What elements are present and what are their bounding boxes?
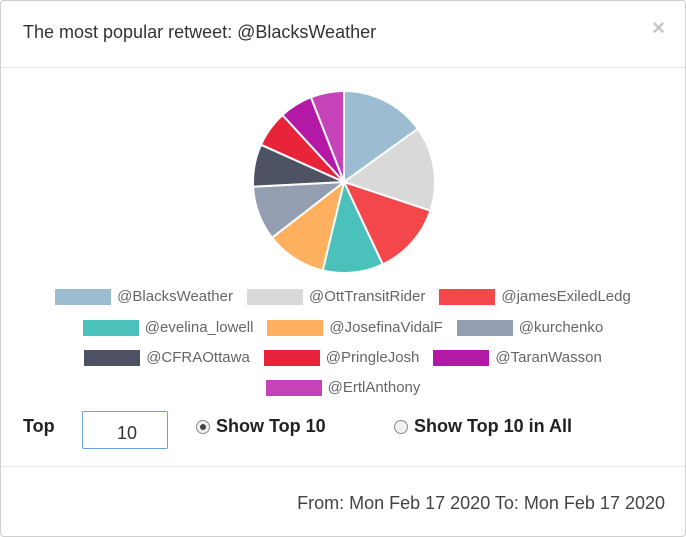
- radio-checked-icon[interactable]: [196, 419, 210, 434]
- pie-slice-9[interactable]: [309, 89, 345, 183]
- legend-label: @CFRAOttawa: [146, 349, 250, 366]
- modal-header: The most popular retweet: @BlacksWeather…: [1, 1, 685, 68]
- radio-show-top-label: Show Top 10: [216, 416, 326, 436]
- legend-swatch: [84, 349, 141, 366]
- date-range: From: Mon Feb 17 2020 To: Mon Feb 17 202…: [297, 493, 665, 513]
- pie-slice-0[interactable]: [343, 89, 420, 184]
- legend-label: @jamesExiledLedg: [501, 288, 631, 305]
- legend-swatch: [267, 319, 324, 336]
- legend-swatch: [246, 288, 303, 305]
- controls-bar: Top Show Top 10 Show Top 10 in All: [1, 406, 685, 456]
- legend-item[interactable]: @evelina_lowell: [82, 319, 254, 336]
- legend-item[interactable]: @PringleJosh: [263, 349, 420, 366]
- top-count-input[interactable]: [82, 411, 168, 449]
- legend-label: @PringleJosh: [325, 349, 420, 366]
- legend-swatch: [433, 349, 490, 366]
- legend-item[interactable]: @CFRAOttawa: [84, 349, 250, 366]
- legend-item[interactable]: @JosefinaVidalF: [267, 319, 443, 336]
- legend-item[interactable]: @kurchenko: [456, 319, 604, 336]
- radio-unchecked-icon[interactable]: [394, 419, 408, 434]
- radio-show-top-all-label: Show Top 10 in All: [414, 416, 573, 436]
- radio-show-top[interactable]: Show Top 10: [196, 416, 326, 437]
- legend-swatch: [82, 319, 139, 336]
- legend-label: @kurchenko: [518, 319, 604, 336]
- pie-slice-1[interactable]: [341, 127, 436, 212]
- radio-show-top-all[interactable]: Show Top 10 in All: [394, 416, 572, 437]
- legend-label: @ErtlAnthony: [327, 379, 421, 396]
- legend-item[interactable]: @BlacksWeather: [55, 288, 233, 305]
- legend-row: @BlacksWeather @OttTransitRider @jamesExil…: [1, 288, 685, 305]
- legend-row: @ErtlAnthony: [1, 379, 685, 396]
- legend-label: @JosefinaVidalF: [329, 319, 443, 336]
- modal-footer: From: Mon Feb 17 2020 To: Mon Feb 17 202…: [1, 466, 685, 537]
- legend-swatch: [55, 288, 112, 305]
- pie-chart: [251, 89, 437, 275]
- legend-row: @CFRAOttawa @PringleJosh @TaranWasson: [1, 349, 685, 366]
- legend-item[interactable]: @TaranWasson: [433, 349, 602, 366]
- legend-label: @evelina_lowell: [144, 319, 254, 336]
- legend-label: @TaranWasson: [495, 349, 602, 366]
- legend-swatch: [263, 349, 320, 366]
- legend-item[interactable]: @jamesExiledLedg: [439, 288, 631, 305]
- pie-slice-2[interactable]: [342, 180, 432, 266]
- legend-swatch: [439, 288, 496, 305]
- legend-item[interactable]: @ErtlAnthony: [265, 379, 421, 396]
- modal-title: The most popular retweet: @BlacksWeather: [23, 22, 377, 42]
- legend-item[interactable]: @OttTransitRider: [246, 288, 426, 305]
- legend-label: @OttTransitRider: [308, 288, 426, 305]
- legend-swatch: [456, 319, 513, 336]
- pie-chart-svg: [252, 89, 436, 274]
- legend-row: @evelina_lowell @JosefinaVidalF @kurchenko: [1, 319, 685, 336]
- legend-swatch: [265, 379, 322, 396]
- close-icon[interactable]: ×: [652, 15, 665, 40]
- top-label: Top: [23, 416, 55, 436]
- legend-label: @BlacksWeather: [117, 288, 233, 305]
